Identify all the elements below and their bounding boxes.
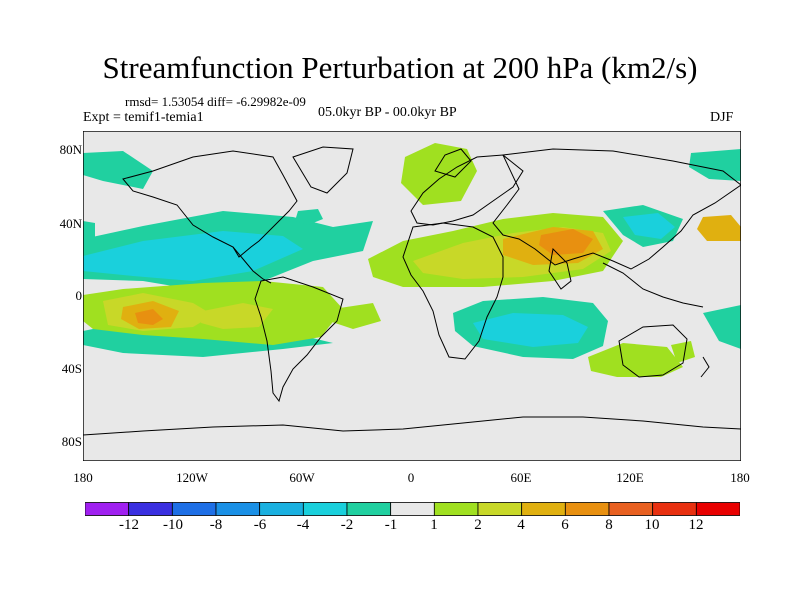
contour-pos-6-8 [135,309,163,325]
colorbar-label: 1 [430,517,438,533]
contour-neg-1-2 [83,151,153,189]
contour-neg-1-2 [83,221,95,243]
contour-pos-4-6 [697,215,741,241]
colorbar [85,502,740,516]
contour-neg-1-2 [295,209,323,225]
colorbar-label: 2 [474,517,482,533]
stats-line: rmsd= 1.53054 diff= -6.29982e-09 [125,94,306,109]
contour-neg-2-4 [83,231,303,281]
colorbar-label: -1 [384,517,398,533]
coastline-north-america [122,150,298,258]
lon-label-60e: 60E [510,470,532,485]
contour-neg-1-2 [689,149,741,181]
colorbar-box [564,502,610,516]
colorbar-label: -10 [163,517,183,533]
colorbar-box [652,502,697,516]
period-label: 05.0kyr BP - 00.0kyr BP [318,105,457,120]
contour-neg-2-4 [623,213,675,239]
coastline-greenland [292,146,354,194]
lat-label-40n: 40N [59,216,82,231]
colorbar-label: -2 [340,517,354,533]
contour-map [83,131,741,461]
lon-label-120w: 120W [176,470,208,485]
coastlines [83,146,741,436]
contour-pos-1-2 [588,343,683,377]
contour-pos-2-4 [201,303,273,329]
contour-pos-6-8 [539,229,593,255]
season-label: DJF [710,110,734,125]
colorbar-label: 10 [644,517,660,533]
coastline-southeast-asia [602,262,704,308]
contour-pos-1-2 [401,143,477,205]
coastline-india [548,247,572,290]
colorbar-box [302,502,348,516]
coastline-new-zealand [700,356,710,378]
chart-title: Streamfunction Perturbation at 200 hPa (… [102,50,698,85]
lon-label-0: 0 [407,470,415,485]
colorbar-label: 4 [517,517,525,533]
lon-label-60w: 60W [289,470,315,485]
colorbar-box [259,502,304,516]
colorbar-label: -8 [209,517,223,533]
colorbar-box [346,502,392,516]
colorbar-box [390,502,435,516]
lat-label-40s: 40S [61,361,82,376]
contour-neg-2-4 [473,313,588,347]
coastline-south-america [254,276,344,403]
coastline-australia [618,324,688,378]
colorbar-box [433,502,479,516]
lat-label-80s: 80S [61,434,82,449]
colorbar-box [477,502,523,516]
lat-label-80n: 80N [59,142,82,157]
coastline-asia [492,148,741,270]
colorbar-box [128,502,173,516]
colorbar-box [608,502,654,516]
colorbar-box [85,502,130,516]
coastline-scandinavia [434,148,472,178]
lon-label-120e: 120E [616,470,644,485]
colorbar-box [521,502,566,516]
colorbar-label: 6 [561,517,569,533]
contour-pos-1-2 [329,303,381,329]
colorbar-label: -4 [296,517,310,533]
colorbar-label: 8 [605,517,613,533]
colorbar-box [171,502,217,516]
colorbar-label: 12 [688,517,704,533]
lat-label-0: 0 [75,288,83,303]
contour-regions [83,143,741,377]
contour-neg-1-2 [703,305,741,349]
experiment-label: Expt = temif1-temia1 [83,110,204,125]
colorbar-box [695,502,740,516]
contour-pos-1-2 [671,341,695,363]
colorbar-label: -12 [119,517,139,533]
coastline-antarctica [83,416,741,436]
coastline-africa [402,222,504,360]
lon-label-180w: 180 [73,470,93,485]
lon-label-180e: 180 [730,470,750,485]
colorbar-box [215,502,261,516]
colorbar-label: -6 [253,517,267,533]
